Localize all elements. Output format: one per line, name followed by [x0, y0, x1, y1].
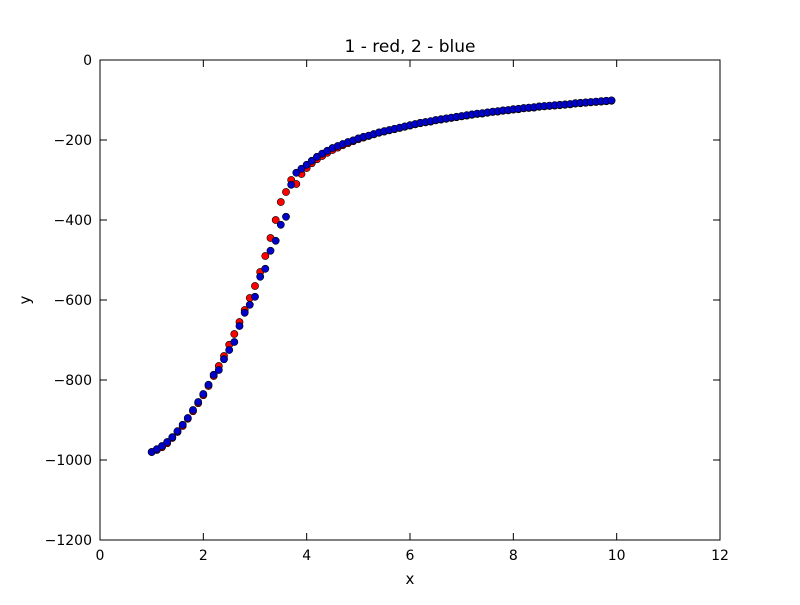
x-tick-label: 4 — [302, 548, 311, 564]
series-2-point — [245, 300, 254, 309]
y-axis-label: y — [16, 295, 34, 304]
series-2-point — [607, 96, 616, 105]
series-2-point — [282, 212, 290, 221]
series-2-point — [292, 168, 301, 177]
series-1-point — [282, 188, 290, 196]
x-tick-label: 8 — [509, 548, 518, 564]
series-2-point — [307, 156, 316, 165]
series-2-point — [256, 272, 265, 281]
x-tick-label: 6 — [406, 548, 415, 564]
series-1-point — [276, 198, 285, 206]
series-1-point — [271, 216, 280, 224]
series-2-point — [266, 246, 275, 255]
chart-title: 1 - red, 2 - blue — [345, 37, 476, 57]
series-2-point — [194, 398, 203, 406]
series-2-point — [225, 346, 234, 354]
series-2-point — [261, 264, 270, 273]
y-tick-label: −1200 — [45, 533, 92, 549]
series-2-point — [163, 438, 172, 446]
series-2-point — [204, 380, 213, 389]
y-tick-label: −400 — [54, 213, 92, 229]
series-2-point — [287, 180, 296, 189]
series-1-point — [251, 282, 259, 290]
series-2-point — [199, 390, 208, 398]
series-2-point — [220, 355, 228, 364]
series-2 — [147, 96, 616, 456]
y-tick-label: −800 — [54, 373, 92, 389]
x-axis-label: x — [406, 570, 415, 588]
x-tick-label: 2 — [199, 548, 208, 564]
series-2-point — [235, 322, 244, 330]
series-2-point — [158, 442, 166, 450]
series-1-point — [261, 252, 270, 260]
y-tick-label: 0 — [83, 53, 92, 69]
series-2-point — [302, 160, 311, 169]
series-2-point — [251, 292, 259, 301]
series-2-point — [173, 427, 182, 436]
y-tick-label: −200 — [54, 133, 92, 149]
series-2-point — [240, 308, 249, 317]
series-2-point — [271, 236, 280, 245]
x-tick-label: 10 — [608, 548, 626, 564]
y-tick-label: −600 — [54, 293, 92, 309]
series-2-point — [230, 338, 239, 346]
series-2-point — [168, 433, 177, 442]
ticks-layer: 0 2 4 6 8 10 12 0 −200 −400 −600 −800 −1000 −1200 — [45, 53, 729, 564]
series-2-point — [276, 220, 285, 229]
y-tick-label: −1000 — [45, 453, 92, 469]
series-2-point — [209, 370, 218, 379]
series-2-point — [214, 366, 223, 374]
x-tick-label: 12 — [711, 548, 729, 564]
points-layer — [147, 96, 616, 456]
series-2-point — [183, 414, 192, 422]
series-2-point — [178, 420, 187, 429]
series-1-point — [230, 330, 239, 338]
x-tick-label: 0 — [96, 548, 105, 564]
series-2-point — [189, 406, 197, 414]
series-2-point — [297, 164, 306, 173]
